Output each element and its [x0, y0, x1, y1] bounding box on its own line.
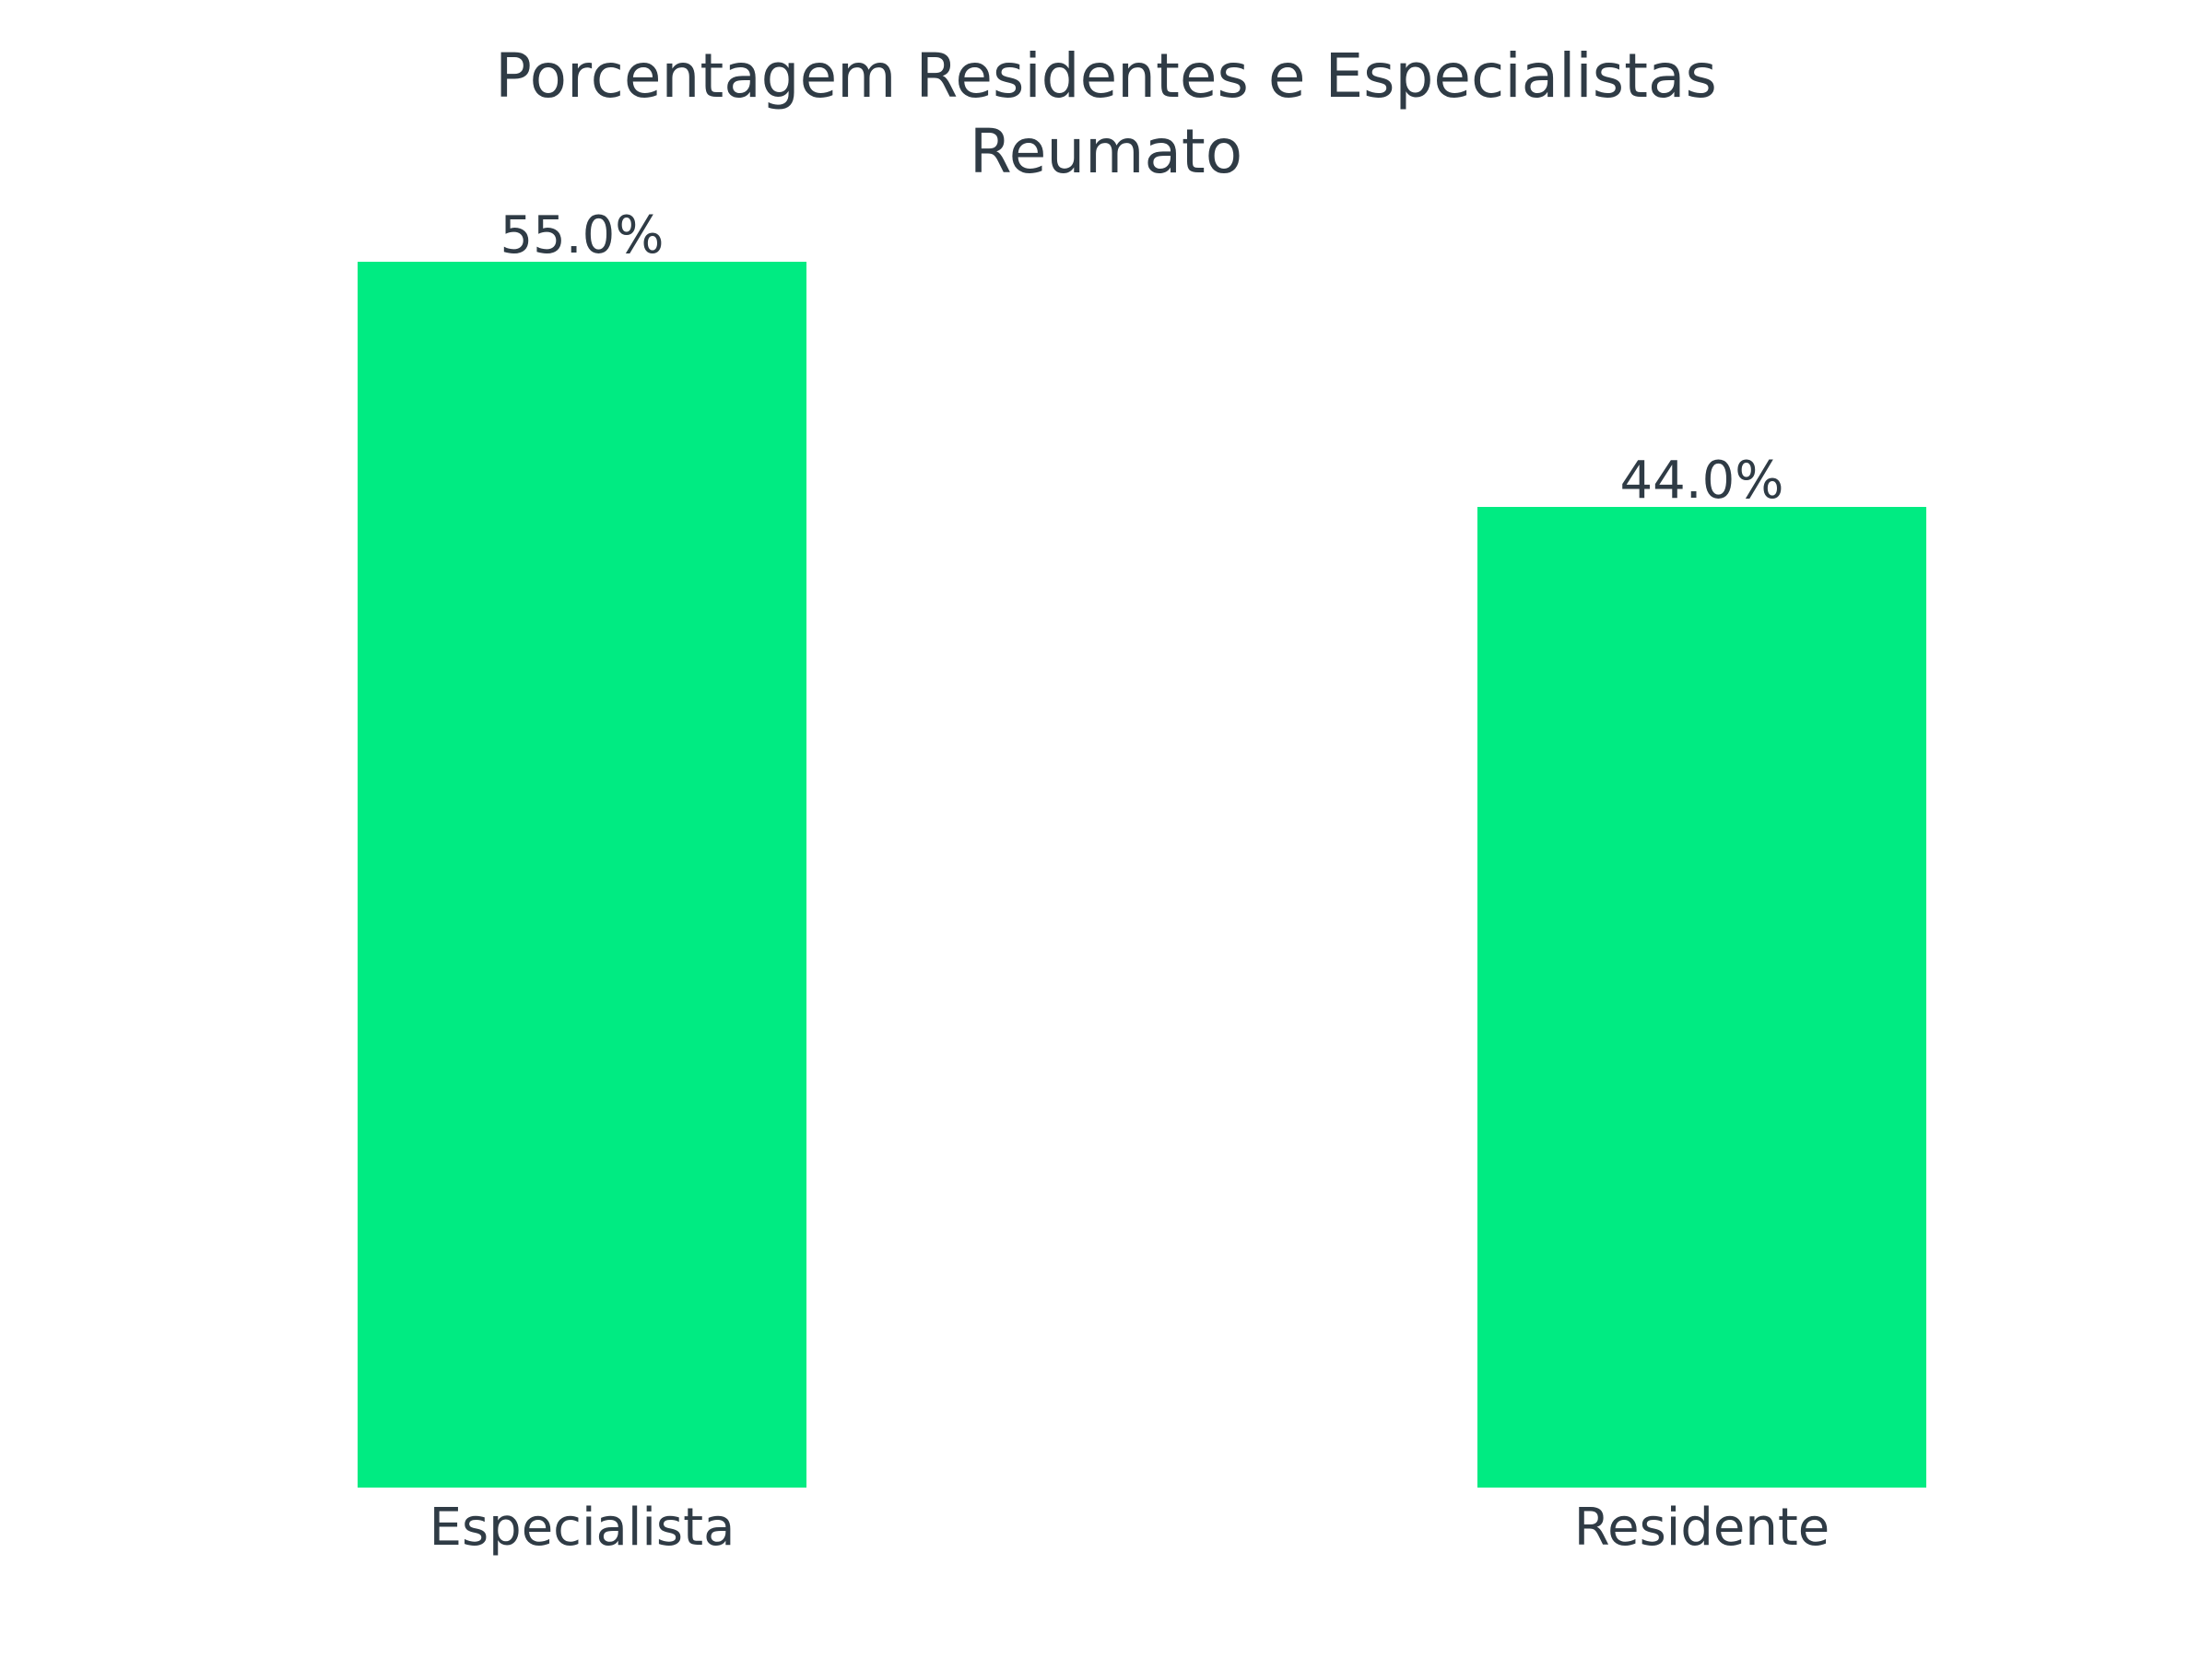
chart-title-line-2: Reumato: [969, 116, 1243, 187]
x-tick-label-especialista: Especialista: [429, 1498, 735, 1558]
chart-title-line-1: Porcentagem Residentes e Especialistas: [495, 41, 1717, 112]
chart-title: Porcentagem Residentes e Especialistas R…: [0, 39, 2212, 190]
bars-layer: [358, 262, 1926, 1488]
value-label-residente: 44.0%: [1620, 451, 1784, 511]
value-labels-layer: 55.0% 44.0%: [500, 206, 1784, 511]
x-tick-labels-layer: Especialista Residente: [429, 1498, 1830, 1558]
bar-especialista: [358, 262, 806, 1488]
bar-residente: [1477, 507, 1926, 1488]
x-tick-label-residente: Residente: [1574, 1498, 1830, 1558]
value-label-especialista: 55.0%: [500, 206, 665, 265]
